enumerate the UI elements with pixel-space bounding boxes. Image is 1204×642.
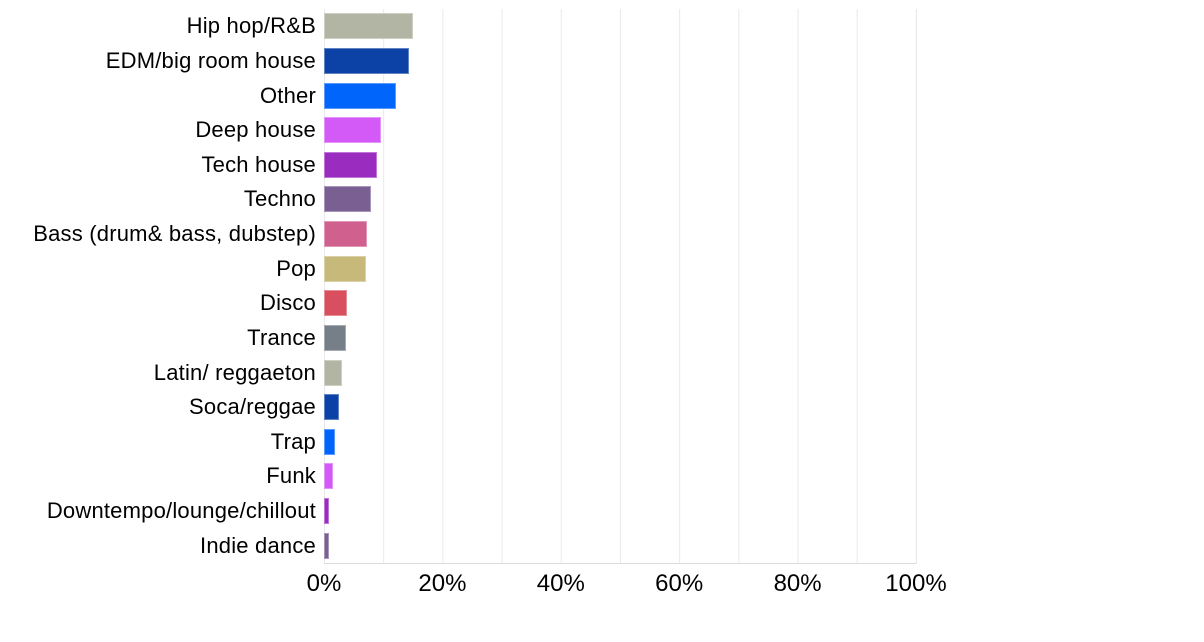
- bar-area: [324, 182, 916, 217]
- category-label: Other: [259, 82, 316, 108]
- bar-area: [324, 425, 916, 460]
- x-tick-label: 40%: [536, 570, 585, 597]
- chart-row: Techno: [0, 182, 916, 217]
- x-tick-label: 100%: [885, 570, 947, 597]
- bar-area: [324, 321, 916, 356]
- chart-row: Pop: [0, 251, 916, 286]
- category-label: Disco: [259, 290, 316, 316]
- bar: [324, 498, 330, 525]
- category-label: Soca/reggae: [189, 394, 316, 420]
- x-axis: 0% 20% 40% 60% 80% 100%: [307, 570, 947, 602]
- bar: [324, 463, 333, 490]
- bar-area: [324, 44, 916, 79]
- category-label: Pop: [276, 255, 316, 281]
- category-label: Trap: [270, 428, 316, 454]
- bar: [324, 186, 371, 213]
- chart-row: Other: [0, 78, 916, 113]
- bar: [324, 290, 348, 317]
- bar: [324, 82, 396, 109]
- chart-row: Soca/reggae: [0, 390, 916, 425]
- bar-area: [324, 355, 916, 390]
- bar: [324, 47, 410, 74]
- category-label: Techno: [243, 186, 316, 212]
- category-label: Indie dance: [200, 532, 316, 558]
- bar: [324, 324, 347, 351]
- x-tick-label: 80%: [773, 570, 822, 597]
- chart-row: Downtempo/lounge/chillout: [0, 494, 916, 529]
- chart-row: Trap: [0, 425, 916, 460]
- x-tick-label: 0%: [306, 570, 342, 597]
- bar: [324, 117, 381, 144]
- bar-area: [324, 528, 916, 563]
- bar: [324, 532, 329, 559]
- chart-row: Bass (drum& bass, dubstep): [0, 217, 916, 252]
- bar-area: [324, 148, 916, 183]
- chart-row: Funk: [0, 459, 916, 494]
- category-label: Bass (drum& bass, dubstep): [33, 221, 316, 247]
- bar: [324, 255, 367, 282]
- bar: [324, 359, 343, 386]
- category-label: Downtempo/lounge/chillout: [46, 498, 316, 524]
- category-label: Trance: [247, 324, 316, 350]
- chart-row: Deep house: [0, 113, 916, 148]
- bar-area: [324, 286, 916, 321]
- bar-area: [324, 217, 916, 252]
- bar: [324, 221, 368, 248]
- bar-area: [324, 9, 916, 44]
- plot-area: [324, 9, 917, 564]
- x-tick-label: 20%: [418, 570, 467, 597]
- bar-area: [324, 390, 916, 425]
- chart-rows: Hip hop/R&B EDM/big room house Other Dee…: [0, 9, 916, 563]
- category-label: Hip hop/R&B: [186, 13, 316, 39]
- category-label: Latin/ reggaeton: [153, 359, 316, 385]
- category-label: Tech house: [201, 151, 316, 177]
- x-tick-label: 60%: [655, 570, 704, 597]
- bar-area: [324, 251, 916, 286]
- bar: [324, 151, 378, 178]
- category-label: Funk: [266, 463, 316, 489]
- category-label: EDM/big room house: [105, 47, 316, 73]
- chart-row: Latin/ reggaeton: [0, 355, 916, 390]
- chart-row: Tech house: [0, 148, 916, 183]
- bar: [324, 428, 336, 455]
- bar-area: [324, 113, 916, 148]
- chart-row: Hip hop/R&B: [0, 9, 916, 44]
- chart-row: EDM/big room house: [0, 44, 916, 79]
- bar-area: [324, 459, 916, 494]
- bar: [324, 394, 339, 421]
- chart-row: Indie dance: [0, 528, 916, 563]
- chart-row: Disco: [0, 286, 916, 321]
- bar-area: [324, 78, 916, 113]
- bar-area: [324, 494, 916, 529]
- category-label: Deep house: [195, 117, 316, 143]
- bar: [324, 13, 413, 40]
- chart-row: Trance: [0, 321, 916, 356]
